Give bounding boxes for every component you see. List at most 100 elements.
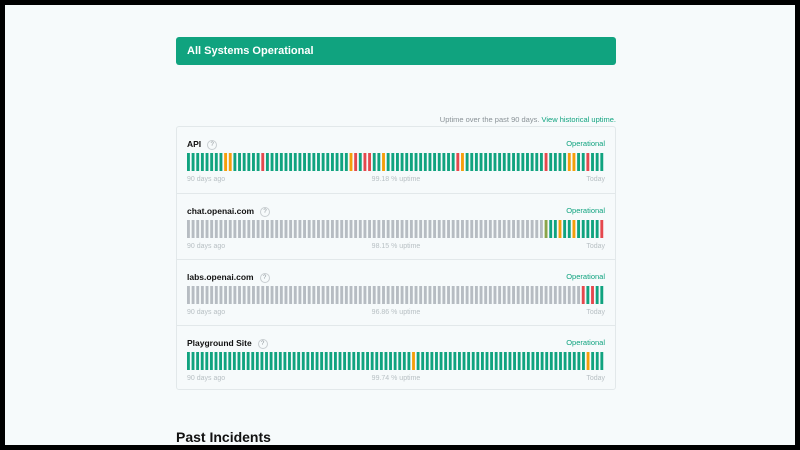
day-bar-operational[interactable] <box>577 352 581 370</box>
day-bar-operational[interactable] <box>444 352 448 370</box>
day-bar-operational[interactable] <box>591 352 595 370</box>
day-bar-no-data[interactable] <box>488 220 492 238</box>
day-bar-operational[interactable] <box>513 352 516 370</box>
day-bar-no-data[interactable] <box>414 220 418 238</box>
day-bar-no-data[interactable] <box>261 286 265 304</box>
day-bar-operational[interactable] <box>549 153 553 171</box>
day-bar-operational[interactable] <box>326 153 330 171</box>
day-bar-operational[interactable] <box>330 153 334 171</box>
day-bar-operational[interactable] <box>343 352 347 370</box>
day-bar-operational[interactable] <box>210 153 214 171</box>
day-bar-no-data[interactable] <box>242 286 246 304</box>
day-bar-operational[interactable] <box>563 220 567 238</box>
day-bar-no-data[interactable] <box>224 220 228 238</box>
day-bar-operational[interactable] <box>303 153 306 171</box>
day-bar-no-data[interactable] <box>377 220 381 238</box>
day-bar-operational[interactable] <box>433 153 437 171</box>
day-bar-operational[interactable] <box>488 153 492 171</box>
day-bar-operational[interactable] <box>439 352 443 370</box>
day-bar-operational[interactable] <box>553 153 557 171</box>
day-bar-no-data[interactable] <box>391 220 395 238</box>
day-bar-operational[interactable] <box>581 220 585 238</box>
day-bar-no-data[interactable] <box>493 286 497 304</box>
day-bar-operational[interactable] <box>306 352 310 370</box>
day-bar-no-data[interactable] <box>405 286 409 304</box>
day-bar-operational[interactable] <box>582 352 585 370</box>
day-bar-operational[interactable] <box>600 153 604 171</box>
day-bar-major-outage[interactable] <box>261 153 265 171</box>
day-bar-no-data[interactable] <box>312 286 316 304</box>
day-bar-operational[interactable] <box>219 352 222 370</box>
day-bar-operational[interactable] <box>321 153 325 171</box>
day-bar-operational[interactable] <box>423 153 427 171</box>
day-bar-no-data[interactable] <box>191 220 195 238</box>
day-bar-no-data[interactable] <box>340 286 344 304</box>
day-bar-operational[interactable] <box>338 352 342 370</box>
day-bar-major-outage[interactable] <box>354 153 358 171</box>
day-bar-operational[interactable] <box>344 153 348 171</box>
day-bar-no-data[interactable] <box>187 220 190 238</box>
day-bar-no-data[interactable] <box>358 220 362 238</box>
day-bar-no-data[interactable] <box>507 220 511 238</box>
day-bar-no-data[interactable] <box>358 286 362 304</box>
day-bar-operational[interactable] <box>471 352 475 370</box>
day-bar-operational[interactable] <box>205 153 209 171</box>
day-bar-operational[interactable] <box>384 352 388 370</box>
day-bar-no-data[interactable] <box>279 220 283 238</box>
day-bar-no-data[interactable] <box>544 286 548 304</box>
day-bar-no-data[interactable] <box>317 220 320 238</box>
day-bar-operational[interactable] <box>366 352 369 370</box>
day-bar-no-data[interactable] <box>382 286 385 304</box>
day-bar-no-data[interactable] <box>214 286 218 304</box>
day-bar-operational[interactable] <box>516 153 520 171</box>
help-icon[interactable]: ? <box>259 273 270 283</box>
day-bar-partial-outage[interactable] <box>558 220 562 238</box>
day-bar-operational[interactable] <box>372 153 376 171</box>
day-bar-no-data[interactable] <box>354 220 358 238</box>
day-bar-no-data[interactable] <box>553 286 557 304</box>
day-bar-no-data[interactable] <box>535 220 539 238</box>
day-bar-major-outage[interactable] <box>591 286 594 304</box>
day-bar-operational[interactable] <box>320 352 324 370</box>
day-bar-operational[interactable] <box>577 220 581 238</box>
day-bar-no-data[interactable] <box>330 286 334 304</box>
day-bar-operational[interactable] <box>453 352 457 370</box>
day-bar-no-data[interactable] <box>289 286 293 304</box>
day-bar-operational[interactable] <box>549 352 553 370</box>
day-bar-operational[interactable] <box>265 153 269 171</box>
day-bar-operational[interactable] <box>247 153 251 171</box>
day-bar-operational[interactable] <box>284 153 288 171</box>
day-bar-operational[interactable] <box>191 352 195 370</box>
day-bar-operational[interactable] <box>586 286 590 304</box>
day-bar-no-data[interactable] <box>228 286 232 304</box>
day-bar-operational[interactable] <box>288 352 291 370</box>
day-bar-operational[interactable] <box>451 153 455 171</box>
day-bar-no-data[interactable] <box>270 220 274 238</box>
day-bar-no-data[interactable] <box>233 286 237 304</box>
day-bar-major-outage[interactable] <box>544 153 548 171</box>
day-bar-no-data[interactable] <box>196 220 200 238</box>
day-bar-operational[interactable] <box>425 352 429 370</box>
day-bar-no-data[interactable] <box>191 286 195 304</box>
day-bar-no-data[interactable] <box>470 286 474 304</box>
day-bar-no-data[interactable] <box>563 286 567 304</box>
day-bar-operational[interactable] <box>205 352 209 370</box>
day-bar-operational[interactable] <box>531 352 535 370</box>
day-bar-no-data[interactable] <box>298 286 302 304</box>
day-bar-degraded[interactable] <box>544 220 548 238</box>
day-bar-no-data[interactable] <box>224 286 228 304</box>
day-bar-no-data[interactable] <box>219 220 223 238</box>
day-bar-no-data[interactable] <box>252 286 255 304</box>
day-bar-no-data[interactable] <box>419 220 423 238</box>
day-bar-operational[interactable] <box>437 153 441 171</box>
day-bar-operational[interactable] <box>237 352 241 370</box>
day-bar-no-data[interactable] <box>238 286 241 304</box>
day-bar-no-data[interactable] <box>405 220 409 238</box>
day-bar-operational[interactable] <box>526 153 529 171</box>
day-bar-no-data[interactable] <box>539 286 543 304</box>
day-bar-no-data[interactable] <box>409 220 413 238</box>
day-bar-operational[interactable] <box>228 352 232 370</box>
day-bar-operational[interactable] <box>297 352 301 370</box>
day-bar-no-data[interactable] <box>344 286 348 304</box>
day-bar-no-data[interactable] <box>210 286 214 304</box>
